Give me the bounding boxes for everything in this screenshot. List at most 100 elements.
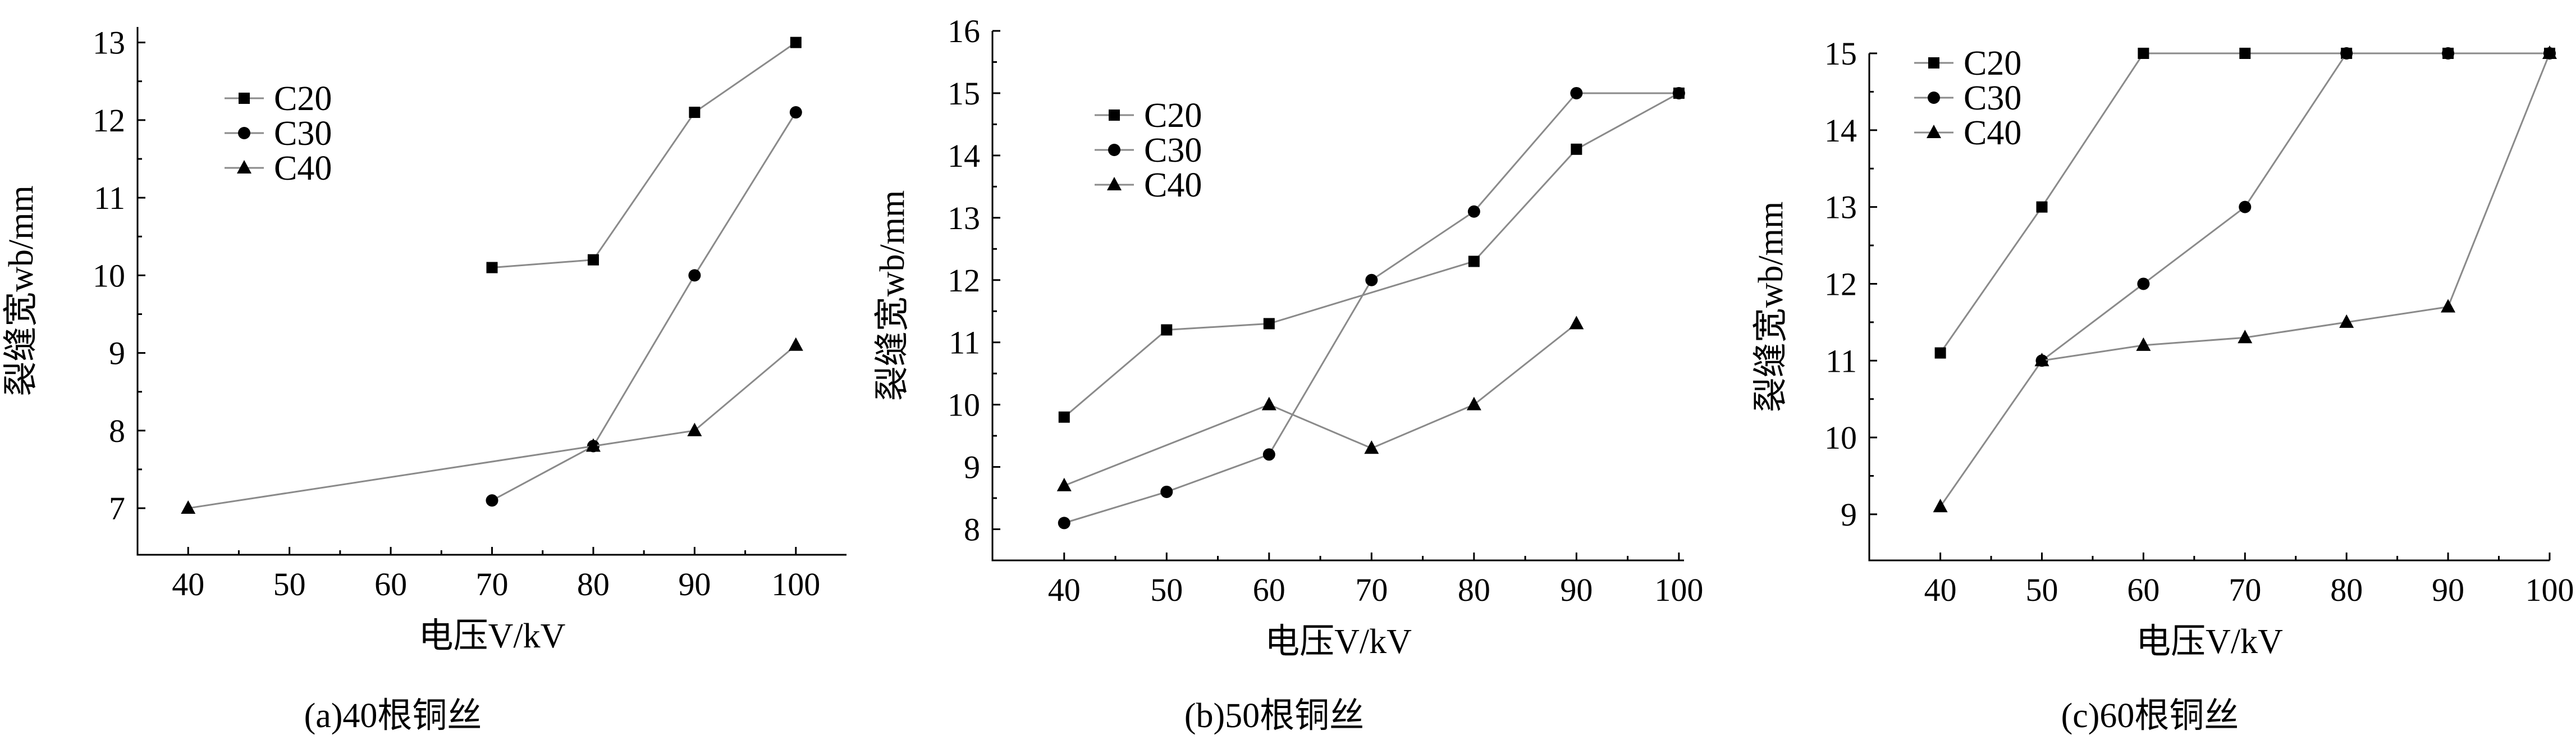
legend-marker: [1107, 177, 1122, 190]
data-point: [789, 106, 802, 119]
data-point: [587, 254, 599, 266]
y-tick-label: 14: [948, 138, 980, 174]
data-point: [1570, 86, 1583, 99]
series-c40: [181, 337, 803, 514]
panel-caption: (b)50根铜丝: [1184, 697, 1364, 735]
series-line: [491, 112, 797, 501]
y-tick-label: 12: [1824, 266, 1857, 302]
legend-item-c40: C40: [1095, 166, 1202, 204]
data-point: [2441, 299, 2456, 313]
y-tick-label: 14: [1824, 112, 1857, 149]
y-tick-label: 8: [964, 512, 980, 548]
data-point: [2138, 48, 2149, 59]
series-line: [2041, 52, 2550, 362]
legend-marker: [1928, 57, 1939, 69]
data-point: [1161, 324, 1173, 336]
y-tick-label: 9: [964, 449, 980, 486]
y-tick-label: 7: [109, 490, 125, 527]
data-point: [2340, 47, 2353, 60]
y-tick-label: 10: [948, 387, 980, 423]
x-tick-label: 90: [1560, 572, 1593, 608]
x-tick-label: 40: [172, 566, 204, 602]
y-tick-label: 11: [949, 325, 980, 361]
legend-marker: [1928, 92, 1940, 104]
legend-label: C20: [274, 80, 332, 118]
x-tick-label: 50: [1150, 572, 1183, 608]
panel-caption: (c)60根铜丝: [2061, 697, 2239, 735]
y-axis-label: 裂缝宽wb/mm: [873, 190, 912, 401]
y-tick-label: 8: [109, 413, 125, 449]
y-tick-label: 9: [1841, 496, 1857, 533]
data-point: [2239, 48, 2251, 59]
data-point: [1571, 143, 1582, 155]
series-line: [1939, 53, 2551, 508]
legend-marker: [1109, 109, 1120, 121]
x-tick-label: 100: [771, 566, 820, 602]
y-tick-label: 15: [948, 75, 980, 112]
y-tick-label: 11: [1825, 343, 1857, 379]
y-tick-label: 15: [1824, 35, 1857, 72]
data-point: [1468, 255, 1480, 267]
legend-label: C20: [1144, 97, 1202, 135]
y-tick-label: 16: [948, 13, 980, 49]
series-line: [492, 42, 797, 269]
series-line: [1064, 323, 1577, 487]
data-point: [1262, 448, 1275, 461]
data-point: [790, 36, 802, 48]
legend-marker: [237, 160, 251, 174]
data-point: [2036, 201, 2048, 213]
data-point: [1569, 316, 1584, 330]
data-point: [687, 422, 702, 436]
data-point: [1261, 396, 1276, 410]
data-point: [2339, 314, 2354, 328]
x-tick-label: 40: [1924, 572, 1957, 608]
series-line: [187, 344, 797, 509]
x-tick-label: 70: [476, 566, 509, 602]
legend-marker: [1927, 125, 1941, 138]
legend-marker: [238, 127, 250, 139]
data-point: [1364, 440, 1379, 454]
data-point: [788, 337, 803, 351]
data-point: [1467, 205, 1480, 218]
legend-label: C40: [274, 149, 332, 188]
data-point: [1160, 485, 1173, 498]
y-tick-label: 12: [948, 262, 980, 299]
data-point: [2034, 353, 2049, 367]
x-tick-label: 80: [1458, 572, 1490, 608]
series-c30: [2035, 47, 2556, 367]
series-c40: [1056, 316, 1584, 491]
data-point: [1934, 347, 1946, 359]
data-point: [486, 494, 498, 507]
x-axis-label: 电压V/kV: [1265, 623, 1412, 661]
x-tick-label: 90: [678, 566, 711, 602]
data-point: [2238, 330, 2253, 344]
legend-item-c30: C30: [1095, 131, 1202, 170]
data-point: [1365, 273, 1378, 286]
series-c40: [1933, 45, 2557, 513]
x-tick-label: 60: [1253, 572, 1285, 608]
data-point: [486, 262, 498, 273]
legend-item-c20: C20: [225, 80, 332, 118]
x-axis-label: 电压V/kV: [419, 617, 566, 655]
y-tick-label: 12: [93, 102, 125, 139]
y-axis-label: 裂缝宽wb/mm: [1752, 202, 1790, 412]
y-tick-label: 9: [109, 335, 125, 372]
legend-item-c40: C40: [225, 149, 332, 188]
y-tick-label: 10: [93, 257, 125, 294]
legend-label: C20: [1964, 44, 2021, 83]
series-line: [1063, 92, 1680, 418]
data-point: [1466, 396, 1481, 410]
data-point: [181, 500, 196, 514]
data-point: [689, 107, 701, 118]
chart-panel-2: 40 50 60 70 80 90 100 8 9 10 11 12 13 14 15 16 电压V/kV 裂缝宽…: [873, 13, 1703, 735]
x-tick-label: 40: [1048, 572, 1081, 608]
data-point: [2442, 47, 2455, 60]
data-point: [2542, 45, 2557, 59]
data-point: [688, 269, 701, 282]
x-tick-label: 100: [1654, 572, 1703, 608]
data-point: [1672, 86, 1685, 99]
x-tick-label: 50: [273, 566, 306, 602]
x-tick-label: 100: [2525, 572, 2574, 608]
axis-lines: [1868, 53, 2550, 562]
